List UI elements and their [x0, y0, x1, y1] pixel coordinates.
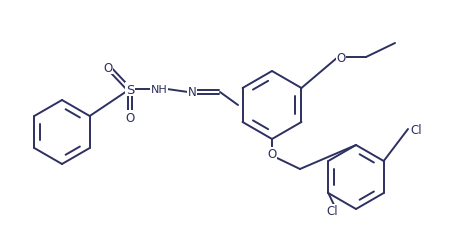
Text: Cl: Cl — [410, 123, 421, 136]
Text: S: S — [126, 83, 134, 96]
Text: Cl: Cl — [325, 204, 337, 218]
Text: O: O — [103, 61, 112, 74]
Text: O: O — [336, 51, 345, 64]
Text: N: N — [187, 86, 196, 99]
Text: O: O — [125, 111, 134, 124]
Text: O: O — [267, 148, 276, 161]
Text: NH: NH — [150, 85, 167, 95]
